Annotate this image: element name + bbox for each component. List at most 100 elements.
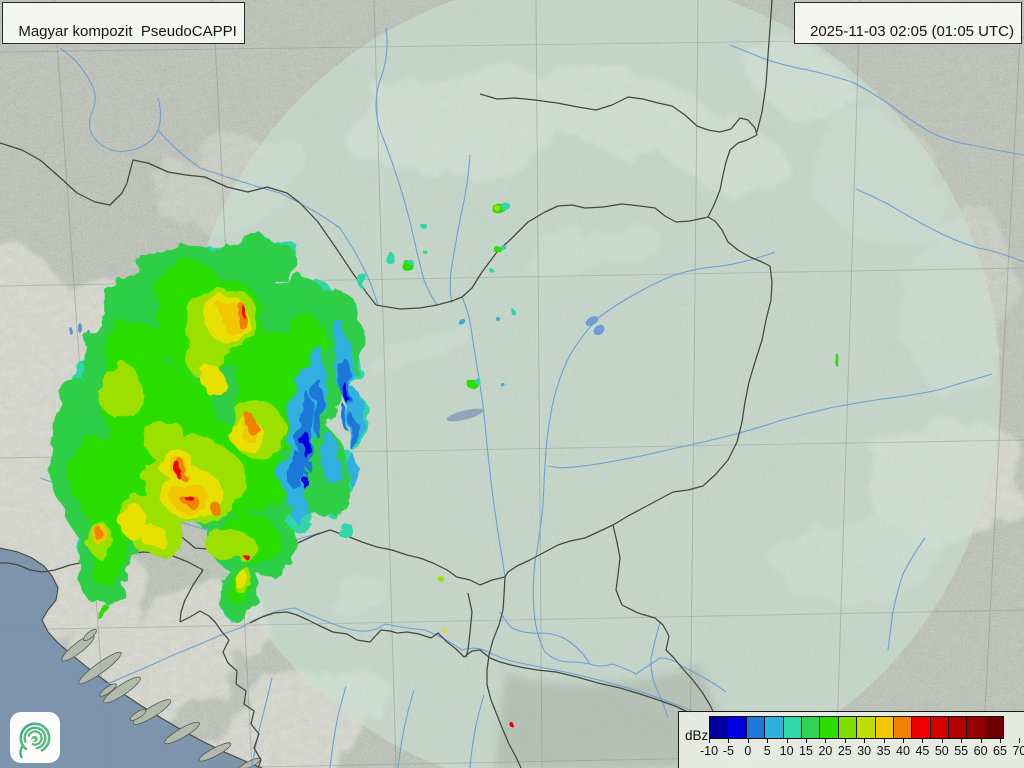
border-croatia-interior [179, 569, 204, 623]
colorbar-tick [961, 738, 963, 743]
lake-tisza-2 [593, 324, 605, 336]
colorbar-cell [727, 716, 747, 739]
border-ukraine-north [756, 0, 773, 133]
border-serbia-romania [612, 524, 717, 719]
radar-echo [346, 454, 358, 486]
river-sava [94, 607, 717, 723]
colorbar-unit-label: dBz [685, 728, 709, 743]
border-slovakia-ukraine [707, 134, 758, 218]
radar-echo [493, 246, 501, 252]
radar-echo [360, 275, 370, 291]
radar-echo [474, 378, 480, 384]
radar-echo [501, 383, 505, 387]
river-bosnia-1 [251, 677, 273, 768]
radar-echo [347, 387, 351, 405]
radar-echo [173, 460, 179, 476]
radar-echo [119, 502, 145, 538]
river-tamis [650, 621, 669, 719]
colorbar-tick [941, 738, 943, 743]
radar-echo [439, 577, 445, 583]
agency-logo [9, 711, 61, 764]
colorbar-tick [844, 738, 846, 743]
colorbar-tick [786, 738, 788, 743]
colorbar-cell [856, 716, 876, 739]
river-danube-hungary [461, 296, 506, 578]
river-tisza [532, 251, 776, 665]
lake-balaton [446, 408, 484, 422]
colorbar-tick-label: 10 [779, 744, 794, 758]
radar-echo [200, 366, 224, 394]
lake-attersee [78, 323, 82, 333]
colorbar-tick [728, 738, 730, 743]
colorbar-cell [800, 716, 821, 739]
colorbar-tick-label: 45 [915, 744, 930, 758]
coverage-edge-wedge [495, 665, 738, 768]
river-danube-vienna [157, 129, 379, 307]
radar-echo [348, 414, 356, 450]
lake-mondsee [69, 327, 73, 335]
radar-echo [202, 528, 258, 562]
river-danube-lower [499, 611, 727, 693]
colorbar-tick [1000, 738, 1001, 743]
colorbar-tick [980, 738, 982, 743]
adriatic-islands [61, 628, 262, 768]
colorbar-cell [911, 716, 931, 739]
river-olt [887, 537, 926, 651]
colorbar-cell [745, 716, 766, 739]
radar-echo [500, 245, 506, 249]
radar-echo [835, 354, 839, 366]
border-hungary-romania-serbia [504, 265, 773, 578]
colorbar-tick-label: 65 [993, 744, 1007, 758]
radar-echo [322, 434, 338, 482]
colorbar-cell [874, 716, 894, 739]
radar-echo [292, 496, 308, 524]
colorbar-tick-label: 30 [857, 744, 872, 758]
colorbar-tick [825, 738, 827, 743]
colorbar-cell [966, 716, 986, 739]
radar-echo [67, 436, 123, 508]
border-hungary-croatia-slovenia [146, 517, 506, 586]
radar-echo [245, 415, 257, 433]
border-una [179, 610, 262, 768]
colorbar-tick-label: 40 [896, 744, 910, 758]
colorbar-cell [764, 716, 784, 739]
radar-echo [304, 433, 310, 459]
radar-echo [210, 501, 220, 515]
adriatic-sea [0, 548, 262, 768]
radar-echo [95, 527, 103, 541]
border-croatia-serbia-danube [486, 576, 522, 768]
radar-echo [301, 473, 305, 487]
colorbar-tick [903, 738, 904, 743]
radar-echo [289, 450, 301, 490]
radar-echo [421, 223, 427, 229]
border-bosnia-vertical [465, 592, 473, 658]
river-tisza-upper [729, 44, 1024, 156]
colorbar-tick-label: -10 [699, 744, 719, 758]
colorbar-cell [984, 716, 1005, 739]
radar-echo [313, 378, 323, 438]
colorbar-tick [1019, 738, 1021, 743]
radar-scan-area [182, 0, 1000, 768]
timestamp-label: 2025-11-03 02:05 (01:05 UTC) [809, 23, 1014, 40]
radar-echo [338, 521, 352, 539]
river-vah [375, 27, 438, 306]
radar-echo [274, 276, 326, 328]
colorbar-tick-label: 25 [837, 744, 852, 758]
radar-echo [407, 259, 413, 265]
lake-tisza [585, 316, 599, 326]
colorbar-tick [806, 738, 807, 743]
colorbar-tick-label: 50 [934, 744, 949, 758]
colorbar-tick-label: 5 [763, 744, 771, 758]
colorbar-cell [709, 716, 729, 739]
radar-echo [97, 605, 109, 619]
radar-echo [324, 475, 348, 515]
border-sava [249, 611, 703, 721]
radar-echo [423, 250, 427, 254]
radar-echo [383, 250, 393, 262]
radar-echo-main-cell [50, 238, 393, 620]
colorbar-cell [819, 716, 839, 739]
colorbar-cell [929, 716, 950, 739]
colorbar-cell [948, 716, 968, 739]
radar-echo [140, 523, 164, 547]
border-czech-austria [0, 142, 377, 306]
